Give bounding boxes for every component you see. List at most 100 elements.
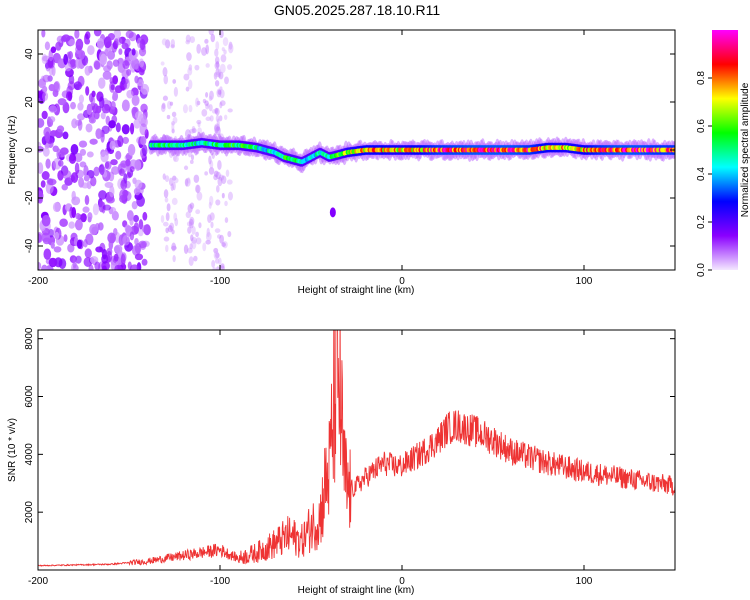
noise-blob	[112, 75, 119, 85]
y-tick-label: 8000	[24, 327, 35, 350]
faint-band-blob	[189, 218, 194, 229]
noise-blob	[107, 33, 115, 41]
faint-band-blob	[189, 216, 195, 226]
faint-band-blob	[219, 86, 223, 91]
faint-band-blob	[214, 62, 220, 70]
noise-blob	[100, 151, 109, 163]
faint-band-blob	[164, 175, 170, 183]
noise-blob	[64, 63, 72, 72]
noise-blob	[38, 261, 42, 270]
noise-blob	[113, 244, 123, 254]
noise-blob	[102, 70, 112, 80]
noise-blob	[47, 56, 56, 69]
noise-blob	[78, 140, 88, 148]
faint-band-blob	[215, 126, 221, 136]
noise-blob	[125, 158, 131, 167]
faint-band-blob	[162, 221, 169, 227]
faint-band-blob	[196, 191, 203, 201]
faint-band-blob	[187, 226, 192, 234]
faint-band-blob	[208, 166, 215, 175]
colorbar-tick-label: 0.8	[696, 71, 707, 85]
spectrogram-y-ticks: -40 -20 0 20 40	[24, 48, 675, 253]
noise-blob	[85, 123, 93, 133]
noise-blob	[134, 179, 143, 190]
noise-blob	[74, 152, 83, 163]
snr-x-ticks: -200 -100 0 100	[28, 330, 593, 587]
faint-band-blob	[196, 100, 201, 106]
noise-blob	[67, 81, 76, 91]
noise-blob	[94, 261, 101, 270]
faint-band-blob	[218, 71, 224, 80]
noise-blob	[63, 234, 68, 242]
faint-band-blob	[223, 49, 227, 55]
faint-band-blob	[170, 44, 175, 49]
faint-band-blob	[163, 74, 169, 85]
faint-band-blob	[169, 101, 174, 106]
noise-blob	[99, 163, 105, 176]
spectrogram-marks	[38, 30, 675, 270]
noise-blob	[109, 140, 116, 150]
faint-band-blob	[227, 191, 233, 201]
noise-blob	[99, 53, 107, 66]
noise-blob	[48, 257, 58, 268]
faint-band-blob	[205, 232, 212, 242]
noise-blob	[89, 223, 99, 236]
y-tick-label: 6000	[24, 385, 35, 408]
noise-blob	[133, 214, 140, 223]
faint-band-blob	[165, 227, 169, 234]
noise-blob	[115, 122, 121, 133]
noise-blob	[131, 48, 136, 56]
faint-band-blob	[162, 173, 166, 180]
faint-band-blob	[204, 38, 209, 44]
faint-band-blob	[218, 115, 223, 122]
noise-blob	[126, 172, 132, 179]
faint-band-blob	[220, 175, 227, 184]
faint-band-blob	[224, 217, 229, 224]
noise-blob	[84, 65, 91, 76]
faint-band-blob	[215, 68, 220, 76]
noise-blob	[122, 60, 130, 70]
noise-blob	[38, 233, 42, 243]
noise-blob	[84, 195, 90, 206]
y-tick-label: -40	[24, 238, 35, 253]
faint-band-blob	[195, 97, 199, 108]
noise-blob	[107, 232, 117, 244]
faint-band-blob	[217, 160, 222, 170]
noise-blob	[52, 145, 59, 153]
noise-blob	[53, 81, 60, 91]
y-tick-label: 4000	[24, 443, 35, 466]
noise-blob	[77, 102, 84, 111]
noise-blob	[48, 105, 58, 114]
faint-band-blob	[186, 52, 192, 61]
faint-band-blob	[188, 104, 193, 113]
faint-band-blob	[165, 244, 169, 253]
colorbar: 0.0 0.2 0.4 0.6 0.8 Normalized spectral ampl…	[696, 30, 750, 277]
faint-band-blob	[172, 255, 176, 263]
noise-blob	[112, 90, 119, 102]
faint-band-blob	[185, 211, 191, 219]
noise-blob	[121, 42, 129, 50]
noise-blob	[102, 204, 112, 211]
noise-blob	[77, 113, 85, 121]
faint-band-blob	[214, 48, 219, 57]
noise-blob	[71, 190, 76, 201]
faint-band-blob	[186, 221, 193, 227]
noise-blob	[77, 75, 85, 87]
noise-blob	[139, 123, 148, 136]
snr-marks	[38, 330, 675, 567]
faint-band-blob	[202, 242, 207, 252]
noise-blob	[85, 86, 90, 96]
noise-blob	[69, 206, 74, 219]
x-tick-label: -200	[28, 576, 48, 587]
y-tick-label: 40	[24, 48, 35, 60]
faint-band-blob	[224, 76, 229, 85]
faint-band-blob	[191, 239, 197, 250]
noise-blob	[42, 237, 51, 245]
noise-blob	[131, 200, 138, 210]
faint-band-blob	[214, 80, 220, 87]
noise-blob	[42, 91, 49, 101]
noise-blob	[114, 264, 122, 270]
faint-band-blob	[228, 41, 233, 50]
faint-band-blob	[187, 67, 193, 76]
faint-band-blob	[161, 102, 166, 110]
